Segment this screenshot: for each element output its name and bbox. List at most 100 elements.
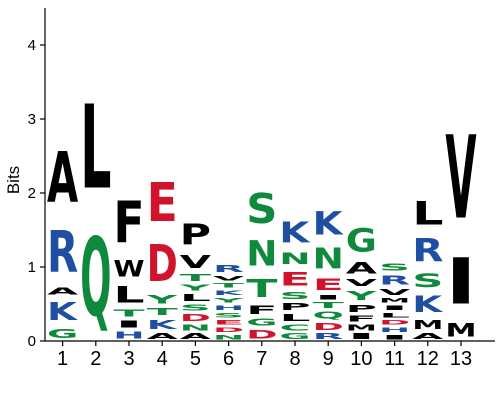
logo-letter-E: E (313, 276, 344, 295)
logo-letter-T: T (113, 308, 145, 319)
x-tick-label: 5 (190, 348, 201, 370)
logo-letter-F: F (113, 190, 144, 256)
logo-letter-G: G (279, 333, 310, 342)
logo-letter-L: L (279, 312, 310, 323)
x-tick-label: 13 (450, 348, 472, 370)
plot-area: GKARAQLHITLWFAKTYDEANDSLYTVPNDESHYKTVRDG… (47, 81, 477, 342)
logo-letter-A: A (180, 332, 212, 341)
logo-letter-T: T (246, 274, 277, 303)
logo-letter-I: I (379, 334, 410, 341)
logo-letter-S: S (213, 312, 244, 319)
logo-letter-M: M (445, 320, 476, 342)
logo-letter-K: K (47, 297, 79, 327)
logo-letter-D: D (246, 328, 277, 342)
logo-letter-R: R (213, 263, 245, 274)
logo-letter-R: R (47, 219, 78, 286)
logo-letter-T: T (180, 272, 212, 283)
logo-letter-Y: Y (179, 283, 211, 292)
logo-letter-D: D (313, 322, 344, 333)
logo-letter-H: H (379, 326, 410, 333)
logo-letter-N: N (180, 324, 211, 333)
x-tick-label: 8 (289, 348, 300, 370)
logo-letter-S: S (180, 303, 211, 312)
logo-letter-A: A (346, 260, 378, 278)
logo-letter-D: D (379, 319, 410, 326)
logo-column: MIV (445, 113, 476, 341)
y-axis-label: Bits (4, 166, 23, 194)
logo-letter-D: D (147, 234, 178, 293)
logo-letter-R: R (313, 332, 344, 341)
logo-letter-N: N (313, 242, 344, 275)
logo-letter-P: P (180, 218, 211, 252)
y-tick-label: 0 (28, 333, 36, 350)
logo-letter-M: M (346, 324, 377, 333)
x-tick-label: 7 (256, 348, 267, 370)
logo-letter-V: V (379, 288, 411, 297)
logo-letter-I: I (379, 304, 410, 311)
logo-letter-F: F (346, 314, 377, 323)
logo-letter-T: T (213, 282, 245, 289)
logo-letter-Y: Y (345, 289, 377, 304)
y-tick-label: 1 (28, 259, 36, 276)
logo-letter-G: G (47, 326, 78, 341)
logo-letter-K: K (147, 317, 179, 332)
logo-letter-T: T (313, 301, 345, 310)
logo-letter-P: P (346, 303, 377, 314)
logo-letter-V: V (445, 113, 476, 245)
logo-letter-S: S (412, 269, 443, 291)
logo-letter-E: E (147, 171, 178, 234)
logo-letter-K: K (412, 292, 444, 317)
x-tick-label: 9 (323, 348, 334, 370)
logo-letter-N: N (213, 334, 244, 341)
logo-letter-L: L (80, 81, 111, 215)
x-tick-label: 3 (123, 348, 134, 370)
logo-letter-G: G (346, 223, 377, 259)
x-tick-label: 4 (157, 348, 168, 370)
logo-letter-V: V (213, 274, 245, 281)
logo-letter-R: R (379, 273, 410, 288)
x-tick-label: 10 (350, 348, 372, 370)
logo-letter-A: A (412, 332, 444, 341)
logo-letter-A: A (47, 286, 79, 297)
logo-letter-T: T (147, 306, 179, 317)
logo-letter-I: I (445, 245, 476, 319)
logo-letter-D: D (213, 326, 244, 333)
logo-letter-D: D (180, 313, 211, 324)
logo-letter-A: A (47, 139, 78, 220)
logo-letter-L: L (180, 292, 211, 303)
logo-letter-N: N (279, 249, 310, 268)
logo-column: QL (80, 81, 111, 341)
logo-letter-Y: Y (146, 293, 179, 306)
logo-letter-I: I (113, 319, 144, 330)
logo-letter-V: V (180, 252, 211, 272)
logo-letter-S: S (379, 262, 410, 273)
logo-letter-L: L (379, 312, 410, 319)
logo-letter-S: S (279, 290, 310, 301)
logo-letter-V: V (346, 277, 378, 288)
logo-letter-K: K (279, 216, 311, 249)
x-axis: 1 2 3 4 5 6 7 8 9 10 11 12 13 (45, 340, 495, 370)
y-tick-label: 3 (28, 111, 36, 128)
x-tick-label: 11 (384, 348, 405, 370)
logo-letter-A: A (147, 332, 179, 341)
logo-letter-M: M (379, 297, 410, 304)
logo-letter-N: N (246, 233, 277, 274)
logo-letter-W: W (113, 256, 144, 282)
logo-letter-C: C (279, 324, 310, 333)
logo-letter-Q: Q (80, 215, 111, 341)
logo-letter-I: I (346, 332, 377, 341)
y-tick-label: 4 (28, 37, 36, 54)
logo-letter-E: E (213, 319, 244, 326)
logo-letter-L: L (113, 282, 144, 308)
